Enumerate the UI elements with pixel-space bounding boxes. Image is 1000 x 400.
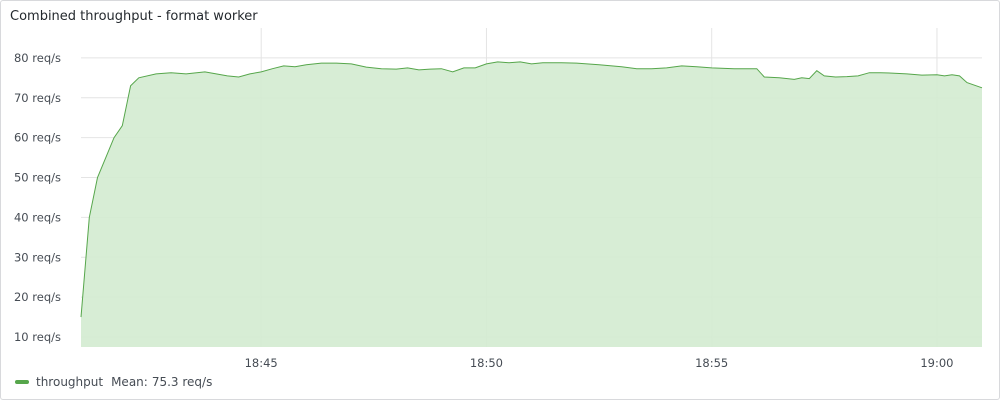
y-tick-label: 40 req/s bbox=[14, 210, 61, 224]
y-tick-label: 30 req/s bbox=[14, 250, 61, 264]
y-axis-tick-labels: 10 req/s 20 req/s 30 req/s 40 req/s 50 req/s… bbox=[14, 51, 61, 344]
y-tick-label: 60 req/s bbox=[14, 131, 61, 145]
panel-title: Combined throughput - format worker bbox=[10, 9, 258, 24]
y-tick-label: 10 req/s bbox=[14, 330, 61, 344]
legend-mean-label: Mean: bbox=[111, 375, 148, 389]
x-tick-label: 18:45 bbox=[245, 356, 278, 370]
x-tick-label: 18:55 bbox=[695, 356, 728, 370]
y-tick-label: 20 req/s bbox=[14, 290, 61, 304]
legend-swatch-throughput bbox=[15, 380, 29, 384]
throughput-series-line[interactable] bbox=[80, 61, 983, 318]
x-tick-label: 19:00 bbox=[920, 356, 953, 370]
y-tick-label: 70 req/s bbox=[14, 91, 61, 105]
legend-series-name[interactable]: throughput bbox=[36, 375, 104, 389]
y-tick-label: 80 req/s bbox=[14, 51, 61, 65]
x-axis-tick-labels: 18:45 18:50 18:55 19:00 bbox=[245, 356, 954, 370]
legend[interactable]: throughput Mean: 75.3 req/s bbox=[15, 375, 212, 389]
throughput-area-fill bbox=[81, 61, 982, 348]
x-tick-label: 18:50 bbox=[470, 356, 503, 370]
legend-mean-value: 75.3 req/s bbox=[151, 375, 213, 389]
y-tick-label: 50 req/s bbox=[14, 171, 61, 185]
